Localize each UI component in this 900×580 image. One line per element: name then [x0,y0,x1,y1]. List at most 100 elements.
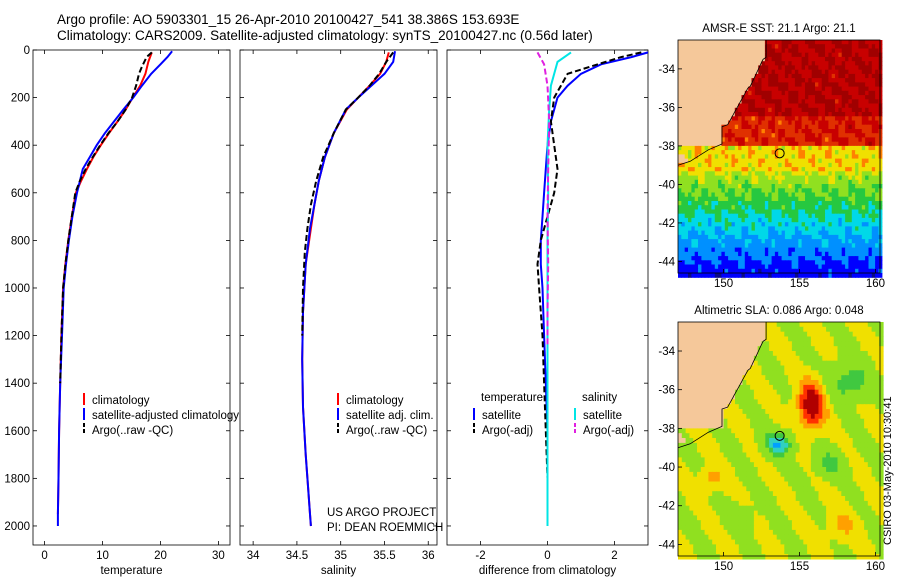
heatmap-cell [868,82,873,88]
heatmap-cell [855,116,859,122]
heatmap-cell [794,78,799,83]
heatmap-cell [848,184,853,189]
heatmap-cell [829,442,835,449]
heatmap-cell [714,201,719,206]
heatmap-cell [734,61,739,66]
heatmap-cell [811,129,816,134]
heatmap-cell [761,273,766,278]
heatmap-cell [738,230,742,236]
heatmap-cell [761,341,766,347]
heatmap-cell [681,192,686,198]
heatmap-cell [698,120,702,126]
heatmap-cell [815,171,819,177]
heatmap-cell [716,389,721,396]
sst-map-title: AMSR-E SST: 21.1 Argo: 21.1 [702,23,855,35]
heatmap-cell [791,86,796,92]
heatmap-cell [774,145,779,151]
heatmap-cell [723,331,728,338]
heatmap-cell [831,171,836,177]
heatmap-cell [838,82,843,88]
heatmap-cell [684,120,689,126]
heatmap-cell [822,404,827,410]
heatmap-cell [814,355,820,362]
heatmap-cell [738,133,742,138]
heatmap-cell [728,99,732,105]
heatmap-cell [694,129,699,134]
heatmap-cell [811,167,816,172]
heatmap-cell [693,433,698,439]
heatmap-cell [808,103,813,109]
heatmap-cell [678,112,682,117]
heatmap-cell [788,154,793,160]
heatmap-cell [704,433,709,439]
heatmap-cell [794,184,799,189]
heatmap-cell [751,162,756,168]
heatmap-cell [784,322,789,328]
heatmap-cell [741,103,746,109]
heatmap-cell [688,167,692,172]
heatmap-cell [718,69,722,75]
heatmap-cell [788,175,793,181]
heatmap-cell [815,209,819,215]
heatmap-cell [712,341,717,347]
heatmap-cell [751,137,756,143]
heatmap-cell [751,90,756,96]
heatmap-cell [721,95,726,100]
heatmap-cell [791,394,797,400]
heatmap-cell [825,192,829,198]
heatmap-cell [697,380,702,386]
heatmap-cell [871,103,876,109]
heatmap-cell [845,120,849,126]
heatmap-cell [855,196,859,202]
heatmap-cell [794,52,799,58]
heatmap-cell [831,239,836,244]
heatmap-cell [748,184,753,189]
heatmap-cell [753,418,759,425]
heatmap-cell [734,268,739,274]
heatmap-cell [772,322,778,328]
heatmap-cell [754,112,759,117]
heatmap-cell [878,239,883,244]
heatmap-cell [718,40,722,45]
sst-map-cells [678,40,883,278]
sst-map-xtick-label: 150 [714,278,733,290]
heatmap-cell [731,86,736,92]
heatmap-cell [698,137,702,143]
heatmap-cell [698,243,702,249]
heatmap-cell [748,73,753,79]
heatmap-cell [864,375,869,381]
heatmap-cell [803,365,808,371]
heatmap-cell [691,243,696,249]
heatmap-cell [788,213,793,219]
heatmap-cell [751,82,756,88]
heatmap-cell [694,213,699,219]
heatmap-cell [861,69,866,75]
heatmap-cell [788,129,793,134]
heatmap-cell [701,234,706,240]
heatmap-cell [714,69,719,75]
heatmap-cell [718,112,722,117]
heatmap-cell [875,107,879,113]
heatmap-cell [845,341,850,347]
heatmap-cell [865,175,869,181]
heatmap-cell [691,217,696,223]
heatmap-cell [803,355,808,362]
heatmap-cell [761,133,766,138]
heatmap-cell [764,99,769,105]
temperature-profile-xtick-label: 10 [96,550,109,562]
heatmap-cell [708,158,712,164]
heatmap-cell [746,370,751,376]
heatmap-cell [794,260,799,266]
heatmap-cell [719,326,725,333]
heatmap-cell [875,331,880,338]
heatmap-cell [781,116,786,122]
heatmap-cell [678,370,683,376]
heatmap-cell [757,423,763,429]
heatmap-cell [801,179,806,185]
heatmap-cell [858,137,863,143]
heatmap-cell [734,213,739,219]
heatmap-cell [879,346,884,352]
heatmap-cell [799,336,804,342]
heatmap-cell [833,346,839,352]
heatmap-cell [712,326,717,333]
